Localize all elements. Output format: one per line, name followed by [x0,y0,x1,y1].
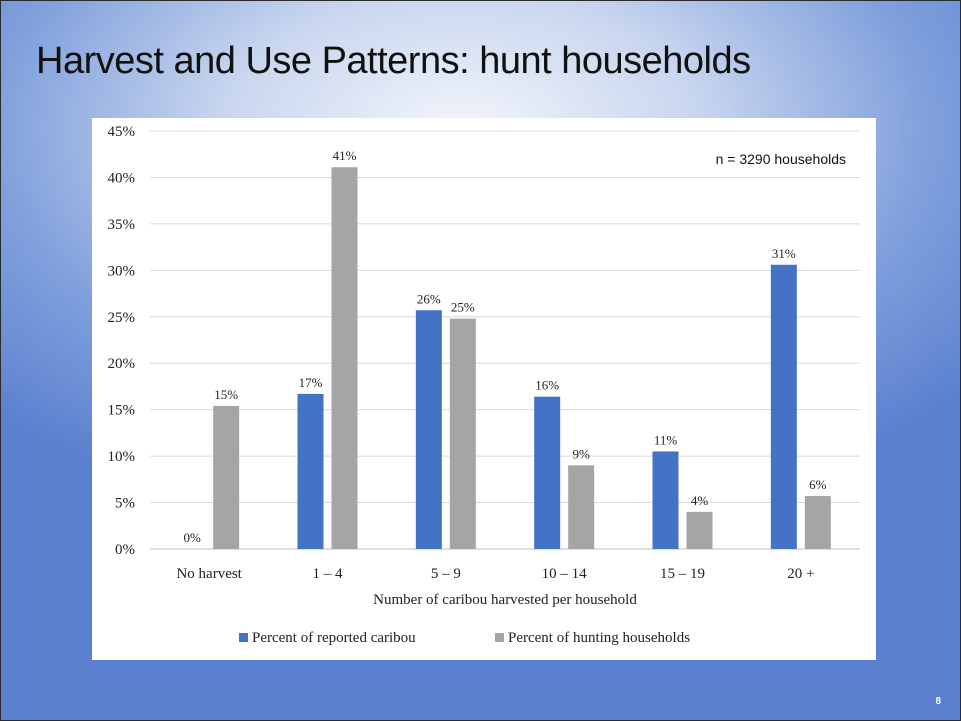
y-tick-label: 20% [108,356,136,372]
y-tick-label: 45% [108,124,136,140]
x-tick-label: 10 – 14 [542,566,588,582]
data-label: 6% [809,477,827,492]
bar [568,465,595,549]
data-label: 15% [214,387,238,402]
y-tick-label: 5% [115,496,135,512]
y-tick-label: 10% [108,449,136,465]
bar [297,393,324,549]
y-axis-ticks: 0% 5% 10% 15% 20% 25% 30% 35% 40% 45% [108,124,136,558]
x-axis-ticks: No harvest 1 – 4 5 – 9 10 – 14 15 – 19 20 + [176,566,814,582]
data-label: 17% [299,375,323,390]
legend-label: Percent of reported caribou [252,630,416,646]
y-tick-label: 40% [108,170,136,186]
data-labels: 0% 15% 17% 41% 26% 25% 16% 9% 11% 4% 31% 6% [183,148,826,545]
y-tick-label: 30% [108,263,136,279]
bar [213,405,240,549]
y-tick-label: 35% [108,217,136,233]
data-label: 25% [451,300,475,315]
sample-size-annotation: n = 3290 households [716,151,846,167]
slide-title: Harvest and Use Patterns: hunt household… [36,40,751,82]
data-label: 26% [417,291,441,306]
bar [652,451,679,549]
data-label: 0% [183,530,201,545]
x-tick-label: 1 – 4 [313,566,344,582]
legend-swatch [495,633,504,642]
y-tick-label: 25% [108,310,136,326]
y-tick-label: 0% [115,542,135,558]
gridlines [150,130,860,550]
bar [331,167,358,549]
x-axis-title: Number of caribou harvested per househol… [373,592,637,608]
bar-chart: 0% 5% 10% 15% 20% 25% 30% 35% 40% 45% 0% 15% 17% 41%… [108,124,860,646]
x-tick-label: 15 – 19 [660,566,705,582]
legend-label: Percent of hunting households [508,630,690,646]
x-tick-label: 20 + [787,566,814,582]
legend: Percent of reported caribou Percent of hu… [239,630,690,646]
bar [804,496,831,549]
bar [449,318,476,549]
legend-swatch [239,633,248,642]
data-label: 4% [691,493,709,508]
data-label: 16% [535,378,559,393]
bar [686,511,713,549]
data-label: 11% [654,432,678,447]
y-tick-label: 15% [108,403,136,419]
bar [415,310,442,549]
chart-panel: 0% 5% 10% 15% 20% 25% 30% 35% 40% 45% 0% 15% 17% 41%… [92,118,876,660]
data-label: 9% [572,446,590,461]
data-label: 41% [333,148,357,163]
x-tick-label: 5 – 9 [431,566,461,582]
data-label: 31% [772,246,796,261]
bars [213,167,831,549]
x-tick-label: No harvest [176,566,242,582]
bar [534,396,561,549]
bar [770,264,797,549]
slide-number: 8 [935,696,941,707]
